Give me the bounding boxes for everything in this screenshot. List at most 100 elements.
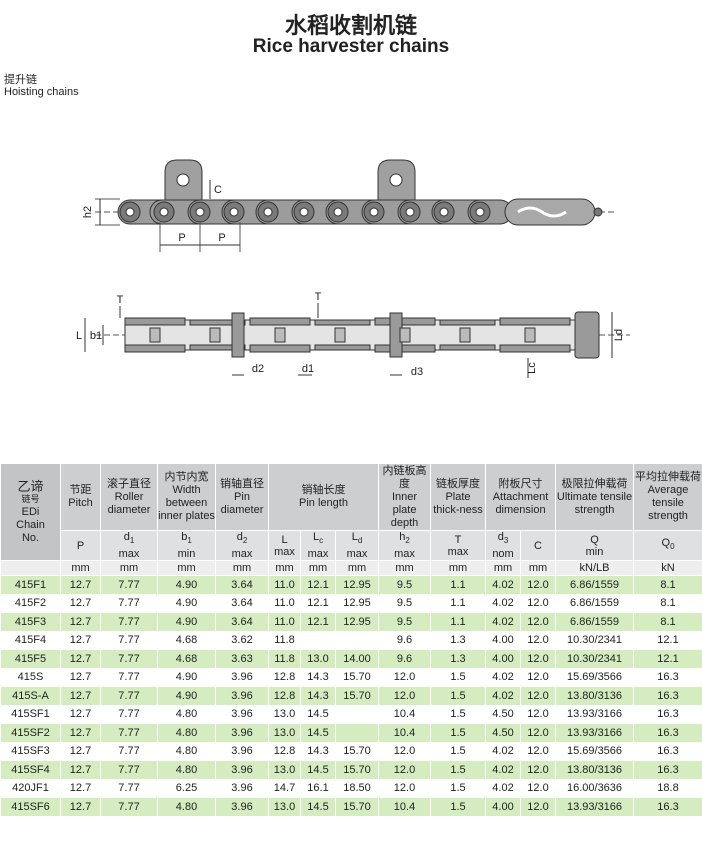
data-cell: 13.0 bbox=[268, 723, 301, 743]
data-cell: 1.5 bbox=[430, 723, 487, 743]
unit-cell: mm bbox=[334, 560, 380, 576]
data-cell: 13.0 bbox=[268, 704, 301, 724]
data-cell: 13.93/3166 bbox=[555, 797, 635, 817]
data-cell: 9.5 bbox=[378, 575, 432, 595]
data-row: 415SF4 12.7 7.77 4.80 3.96 13.0 14.5 15.70 12.0 1… bbox=[0, 760, 702, 780]
data-cell: 12.1 bbox=[633, 649, 702, 669]
chain-no-text: Chain bbox=[16, 518, 45, 531]
data-cell: 1.1 bbox=[430, 575, 487, 595]
data-cell: 8.1 bbox=[633, 575, 702, 595]
data-row: 415SF6 12.7 7.77 4.80 3.96 13.0 14.5 15.70 10.4 1… bbox=[0, 797, 702, 817]
data-cell: 12.0 bbox=[378, 760, 432, 780]
data-cell: 7.77 bbox=[100, 797, 158, 817]
data-cell: 12.1 bbox=[300, 575, 336, 595]
data-cell: 415F5 bbox=[0, 649, 61, 669]
data-cell: 4.68 bbox=[157, 649, 216, 669]
data-cell: 13.0 bbox=[268, 760, 301, 780]
data-cell: 3.62 bbox=[215, 630, 269, 650]
data-cell: 12.7 bbox=[60, 593, 101, 613]
column-cn: 附板尺寸 bbox=[498, 477, 543, 490]
label-d3: d3 bbox=[411, 366, 423, 378]
data-cell: 415F4 bbox=[0, 630, 61, 650]
data-cell: 4.50 bbox=[485, 723, 522, 743]
symbol-cell: d1 max bbox=[100, 530, 158, 561]
data-cell bbox=[334, 704, 380, 724]
data-cell: 18.50 bbox=[334, 778, 380, 798]
data-cell: 415SF6 bbox=[0, 797, 61, 817]
data-cell: 3.64 bbox=[215, 575, 269, 595]
data-cell: 12.0 bbox=[520, 704, 557, 724]
side-view bbox=[95, 159, 615, 252]
column-header: 滚子直径 Roller diameter bbox=[100, 463, 158, 531]
data-cell: 12.1 bbox=[300, 593, 336, 613]
column-en: Roller diameter bbox=[107, 490, 151, 516]
unit-cell: mm bbox=[520, 560, 557, 576]
data-cell: 11.0 bbox=[268, 593, 301, 613]
data-cell: 12.0 bbox=[520, 612, 557, 632]
symbol-qualifier: max bbox=[231, 547, 253, 560]
column-header: 平均拉伸载荷 Average tensile strength bbox=[633, 463, 702, 531]
data-row: 415SF3 12.7 7.77 4.80 3.96 12.8 14.3 15.70 12.0 1… bbox=[0, 741, 702, 761]
symbol: Q0 bbox=[661, 537, 675, 552]
column-en: Pin length bbox=[299, 497, 348, 509]
data-cell: 415SF1 bbox=[0, 704, 61, 724]
symbol-cell: b1 min bbox=[157, 530, 216, 561]
data-cell: 4.90 bbox=[157, 667, 216, 687]
data-cell: 4.90 bbox=[157, 686, 216, 706]
symbol: d2 bbox=[236, 531, 248, 546]
data-cell: 12.95 bbox=[334, 593, 380, 613]
column-cn: 内节内宽 bbox=[164, 471, 209, 483]
column-en: Pitch bbox=[68, 497, 93, 509]
data-cell: 3.96 bbox=[215, 667, 269, 687]
data-cell: 4.02 bbox=[485, 686, 522, 706]
data-cell: 12.7 bbox=[60, 649, 101, 669]
data-cell: 420JF1 bbox=[0, 778, 61, 798]
unit-row: mm mm mm mm mm mm mm mm mm mm mm kN/LB kN bbox=[0, 560, 702, 576]
data-cell: 4.02 bbox=[485, 612, 522, 632]
data-cell: 14.3 bbox=[300, 686, 336, 706]
data-cell: 12.0 bbox=[520, 630, 557, 650]
data-cell: 3.64 bbox=[215, 593, 269, 613]
symbol: b1 bbox=[181, 531, 192, 546]
symbol-cell: C bbox=[520, 530, 557, 561]
data-cell: 7.77 bbox=[100, 630, 158, 650]
data-cell: 12.7 bbox=[60, 575, 101, 595]
data-cell: 415F3 bbox=[0, 612, 61, 632]
symbol: d3 bbox=[497, 531, 509, 546]
data-cell: 1.5 bbox=[430, 741, 487, 761]
symbol-cell: P bbox=[60, 530, 101, 561]
diagrams: h2 C P P T T L b1 d2 d1 d3 Lc Ld bbox=[76, 159, 630, 378]
column-cn: 平均拉伸载荷 bbox=[635, 471, 702, 483]
data-cell: 11.8 bbox=[268, 630, 301, 650]
data-cell: 16.3 bbox=[633, 667, 702, 687]
data-cell bbox=[300, 630, 336, 650]
symbol-qualifier: max bbox=[447, 545, 469, 558]
data-cell: 7.77 bbox=[100, 649, 158, 669]
data-cell: 15.69/3566 bbox=[555, 667, 635, 687]
data-cell: 415S bbox=[0, 667, 61, 687]
data-cell: 15.70 bbox=[334, 741, 380, 761]
data-cell: 15.69/3566 bbox=[555, 741, 635, 761]
data-cell: 3.96 bbox=[215, 778, 269, 798]
data-cell: 16.3 bbox=[633, 704, 702, 724]
data-cell bbox=[334, 630, 380, 650]
column-cn: 极限拉伸载荷 bbox=[561, 477, 628, 490]
column-header: 销轴直径 Pin diameter bbox=[215, 463, 269, 531]
data-cell: 9.5 bbox=[378, 612, 432, 632]
data-cell: 14.3 bbox=[300, 741, 336, 761]
symbol-cell: h2 max bbox=[378, 530, 432, 561]
data-cell: 12.7 bbox=[60, 723, 101, 743]
data-cell: 12.1 bbox=[633, 630, 702, 650]
data-cell: 12.7 bbox=[60, 667, 101, 687]
data-cell: 12.8 bbox=[268, 667, 301, 687]
data-cell: 12.8 bbox=[268, 686, 301, 706]
data-cell: 15.70 bbox=[334, 667, 380, 687]
column-cn: 内链板高度 bbox=[382, 464, 427, 490]
data-cell: 4.80 bbox=[157, 723, 216, 743]
unit-cell: mm bbox=[157, 560, 216, 576]
data-cell: 13.80/3136 bbox=[555, 760, 635, 780]
unit-cell: mm bbox=[268, 560, 301, 576]
data-cell: 12.7 bbox=[60, 797, 101, 817]
